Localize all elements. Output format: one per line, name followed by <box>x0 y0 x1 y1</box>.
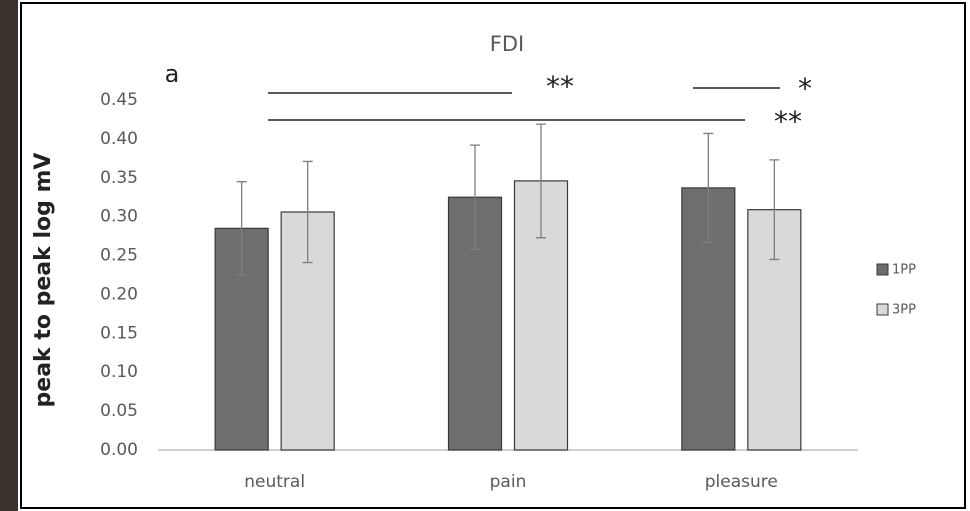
y-tick-label: 0.30 <box>100 207 138 227</box>
chart-title: FDI <box>490 32 524 56</box>
legend-label: 3PP <box>892 303 916 318</box>
y-axis-label: peak to peak log mV <box>31 153 56 408</box>
y-tick-label: 0.35 <box>100 168 138 188</box>
photo-edge <box>0 0 18 511</box>
x-tick-label: pain <box>490 472 527 492</box>
y-tick-label: 0.45 <box>100 90 138 110</box>
y-tick-label: 0.20 <box>100 284 138 304</box>
x-tick-label: pleasure <box>705 472 778 492</box>
significance: ** <box>774 105 802 138</box>
panel-label: a <box>165 60 180 88</box>
legend-swatch <box>877 264 888 275</box>
y-tick-label: 0.00 <box>100 440 138 460</box>
legend-swatch <box>877 304 888 315</box>
x-tick-label: neutral <box>244 472 305 492</box>
y-tick-label: 0.10 <box>100 362 138 382</box>
y-tick-label: 0.25 <box>100 246 138 266</box>
chart: FDI a peak to peak log mV ** * ** 0.00 0.… <box>0 0 970 511</box>
significance: * <box>798 72 812 105</box>
significance: ** <box>546 70 574 103</box>
y-tick-label: 0.15 <box>100 323 138 343</box>
legend-label: 1PP <box>892 263 916 278</box>
y-tick-label: 0.40 <box>100 129 138 149</box>
y-tick-label: 0.05 <box>100 401 138 421</box>
